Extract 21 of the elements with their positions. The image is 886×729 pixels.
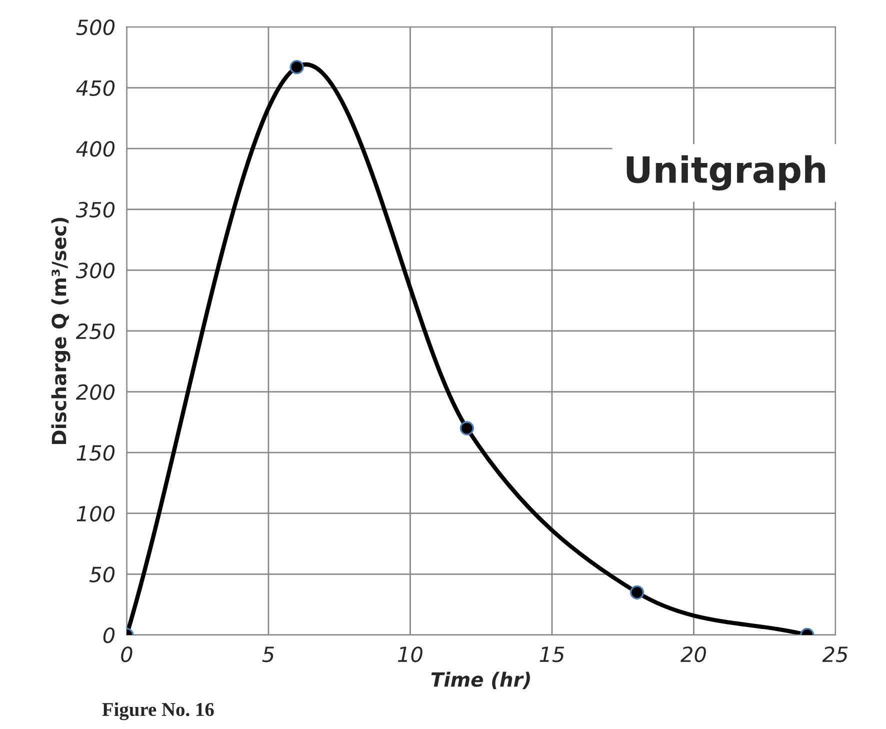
y-tick-label: 100 [76, 506, 115, 522]
y-tick-label: 50 [89, 566, 115, 582]
text: Figure No. 16 [102, 702, 214, 720]
x-tick-label: 20 [680, 646, 706, 662]
x-tick-label: 10 [398, 646, 422, 662]
text: Unitgraph [626, 155, 825, 191]
y-tick-label: 400 [76, 141, 115, 157]
x-axis-title: Time (hr) [431, 672, 530, 690]
y-tick-label: 500 [76, 19, 115, 36]
x-tick-label: 5 [262, 646, 274, 662]
y-axis-title: Discharge Q (m³/sec) [51, 218, 70, 444]
y-tick-label: 300 [76, 262, 115, 278]
x-tick-label: 25 [822, 646, 848, 662]
y-tick-label: 450 [76, 80, 115, 96]
x-tick-label: 15 [540, 646, 564, 662]
y-tick-label: 0 [103, 627, 115, 644]
x-tick-label: 0 [121, 646, 132, 662]
y-tick-label: 250 [76, 323, 115, 340]
y-tick-label: 150 [76, 445, 115, 461]
y-tick-label: 350 [76, 202, 115, 218]
y-tick-label: 200 [76, 384, 115, 400]
